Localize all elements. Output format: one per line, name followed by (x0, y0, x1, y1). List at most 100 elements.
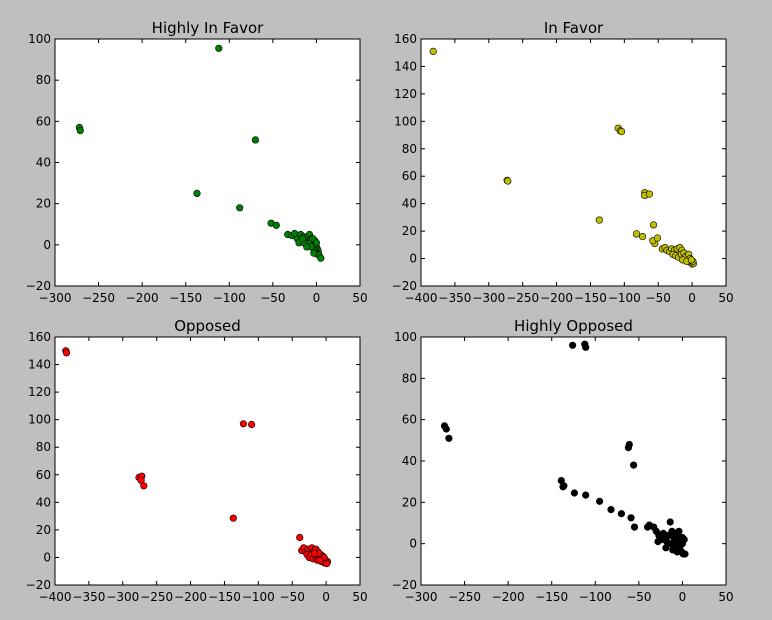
x-tick-label: −50 (646, 291, 671, 305)
data-point (617, 510, 626, 518)
data-point (568, 341, 577, 349)
x-tick-label: 50 (352, 590, 367, 604)
data-point (303, 243, 311, 251)
x-tick-label: 0 (679, 590, 687, 604)
x-tick-label: −100 (608, 291, 641, 305)
y-tick-label: 80 (36, 440, 51, 454)
y-tick-label: 0 (409, 252, 417, 266)
x-tick-label: −300 (405, 590, 438, 604)
y-tick-label: 40 (402, 454, 417, 468)
x-tick-label: −300 (472, 291, 505, 305)
data-point (317, 254, 325, 262)
data-point (627, 514, 635, 522)
y-tick-label: 160 (28, 330, 51, 344)
y-tick-label: 80 (402, 142, 417, 156)
x-tick-label: −50 (260, 291, 285, 305)
chart-title: In Favor (544, 19, 604, 37)
x-tick-label: −150 (169, 291, 202, 305)
data-point (624, 444, 633, 452)
y-tick-label: 60 (36, 114, 51, 128)
data-point (582, 491, 590, 499)
x-tick-label: −100 (579, 590, 612, 604)
data-point (632, 230, 641, 238)
y-tick-label: 40 (36, 156, 51, 170)
x-tick-label: −250 (140, 590, 173, 604)
y-tick-label: 80 (402, 371, 417, 385)
x-tick-label: 0 (322, 590, 330, 604)
x-tick-label: 0 (313, 291, 321, 305)
data-point (617, 128, 626, 136)
data-point (595, 497, 604, 505)
x-tick-label: −50 (280, 590, 305, 604)
x-tick-label: −200 (492, 590, 525, 604)
data-point (296, 533, 304, 542)
data-point (251, 136, 259, 144)
x-tick-label: −200 (540, 291, 573, 305)
data-point (272, 221, 280, 229)
points (429, 47, 698, 268)
data-point (429, 47, 437, 56)
x-tick-label: −250 (82, 291, 115, 305)
x-tick-label: −350 (438, 291, 471, 305)
y-tick-label: 100 (394, 114, 417, 128)
data-point (666, 518, 674, 526)
chart-highly-in-favor: −300 −250 −200 −150 −100 −50 0 50−2002040608010… (26, 19, 368, 305)
points (75, 44, 325, 262)
x-tick-label: −50 (626, 590, 651, 604)
data-point (595, 216, 603, 224)
data-point (678, 533, 687, 542)
data-point (662, 544, 670, 552)
data-point (582, 343, 590, 351)
chart-title: Highly In Favor (152, 19, 264, 37)
x-tick-label: −100 (213, 291, 246, 305)
x-tick-label: −250 (448, 590, 481, 604)
y-tick-label: −20 (392, 279, 417, 293)
x-tick-label: 50 (352, 291, 367, 305)
data-point (607, 506, 615, 514)
data-point (675, 527, 683, 535)
x-tick-label: −150 (574, 291, 607, 305)
data-point (681, 550, 689, 558)
data-point (629, 461, 638, 469)
y-tick-label: 100 (394, 330, 417, 344)
y-tick-label: 20 (36, 197, 51, 211)
y-tick-label: 120 (394, 87, 417, 101)
x-tick-label: 0 (688, 291, 696, 305)
data-point (504, 177, 512, 185)
data-point (193, 189, 201, 197)
x-tick-label: −300 (39, 291, 72, 305)
y-tick-label: −20 (26, 578, 51, 592)
x-tick-label: −400 (39, 590, 72, 604)
y-tick-label: 100 (28, 413, 51, 427)
plot-frame (420, 38, 727, 287)
chart-in-favor: −400 −350 −300 −250 −200 −150 −100 −50 0 50−20020… (392, 19, 734, 305)
x-tick-label: −150 (535, 590, 568, 604)
data-point (638, 233, 647, 241)
y-tick-label: 140 (28, 358, 51, 372)
y-tick-label: 40 (36, 495, 51, 509)
data-point (140, 482, 148, 490)
data-point (236, 204, 244, 212)
data-point (312, 239, 321, 247)
points (440, 340, 689, 558)
y-tick-label: 80 (36, 73, 51, 87)
data-point (316, 556, 324, 564)
data-point (248, 420, 256, 429)
data-point (570, 489, 579, 497)
x-tick-label: −200 (174, 590, 207, 604)
chart-highly-opposed: −300 −250 −200 −150 −100 −50 0 50−2002040608010… (392, 317, 734, 604)
data-point (311, 549, 319, 557)
data-point (239, 420, 247, 428)
x-tick-label: −350 (72, 590, 105, 604)
y-tick-label: 60 (36, 468, 51, 482)
chart-title: Opposed (174, 317, 241, 335)
data-point (654, 537, 662, 546)
data-point (62, 349, 71, 357)
y-tick-label: 0 (43, 238, 51, 252)
y-tick-label: −20 (26, 279, 51, 293)
x-tick-label: −250 (506, 291, 539, 305)
plot-area (421, 39, 726, 286)
x-tick-label: −100 (242, 590, 275, 604)
y-tick-label: −20 (392, 578, 417, 592)
